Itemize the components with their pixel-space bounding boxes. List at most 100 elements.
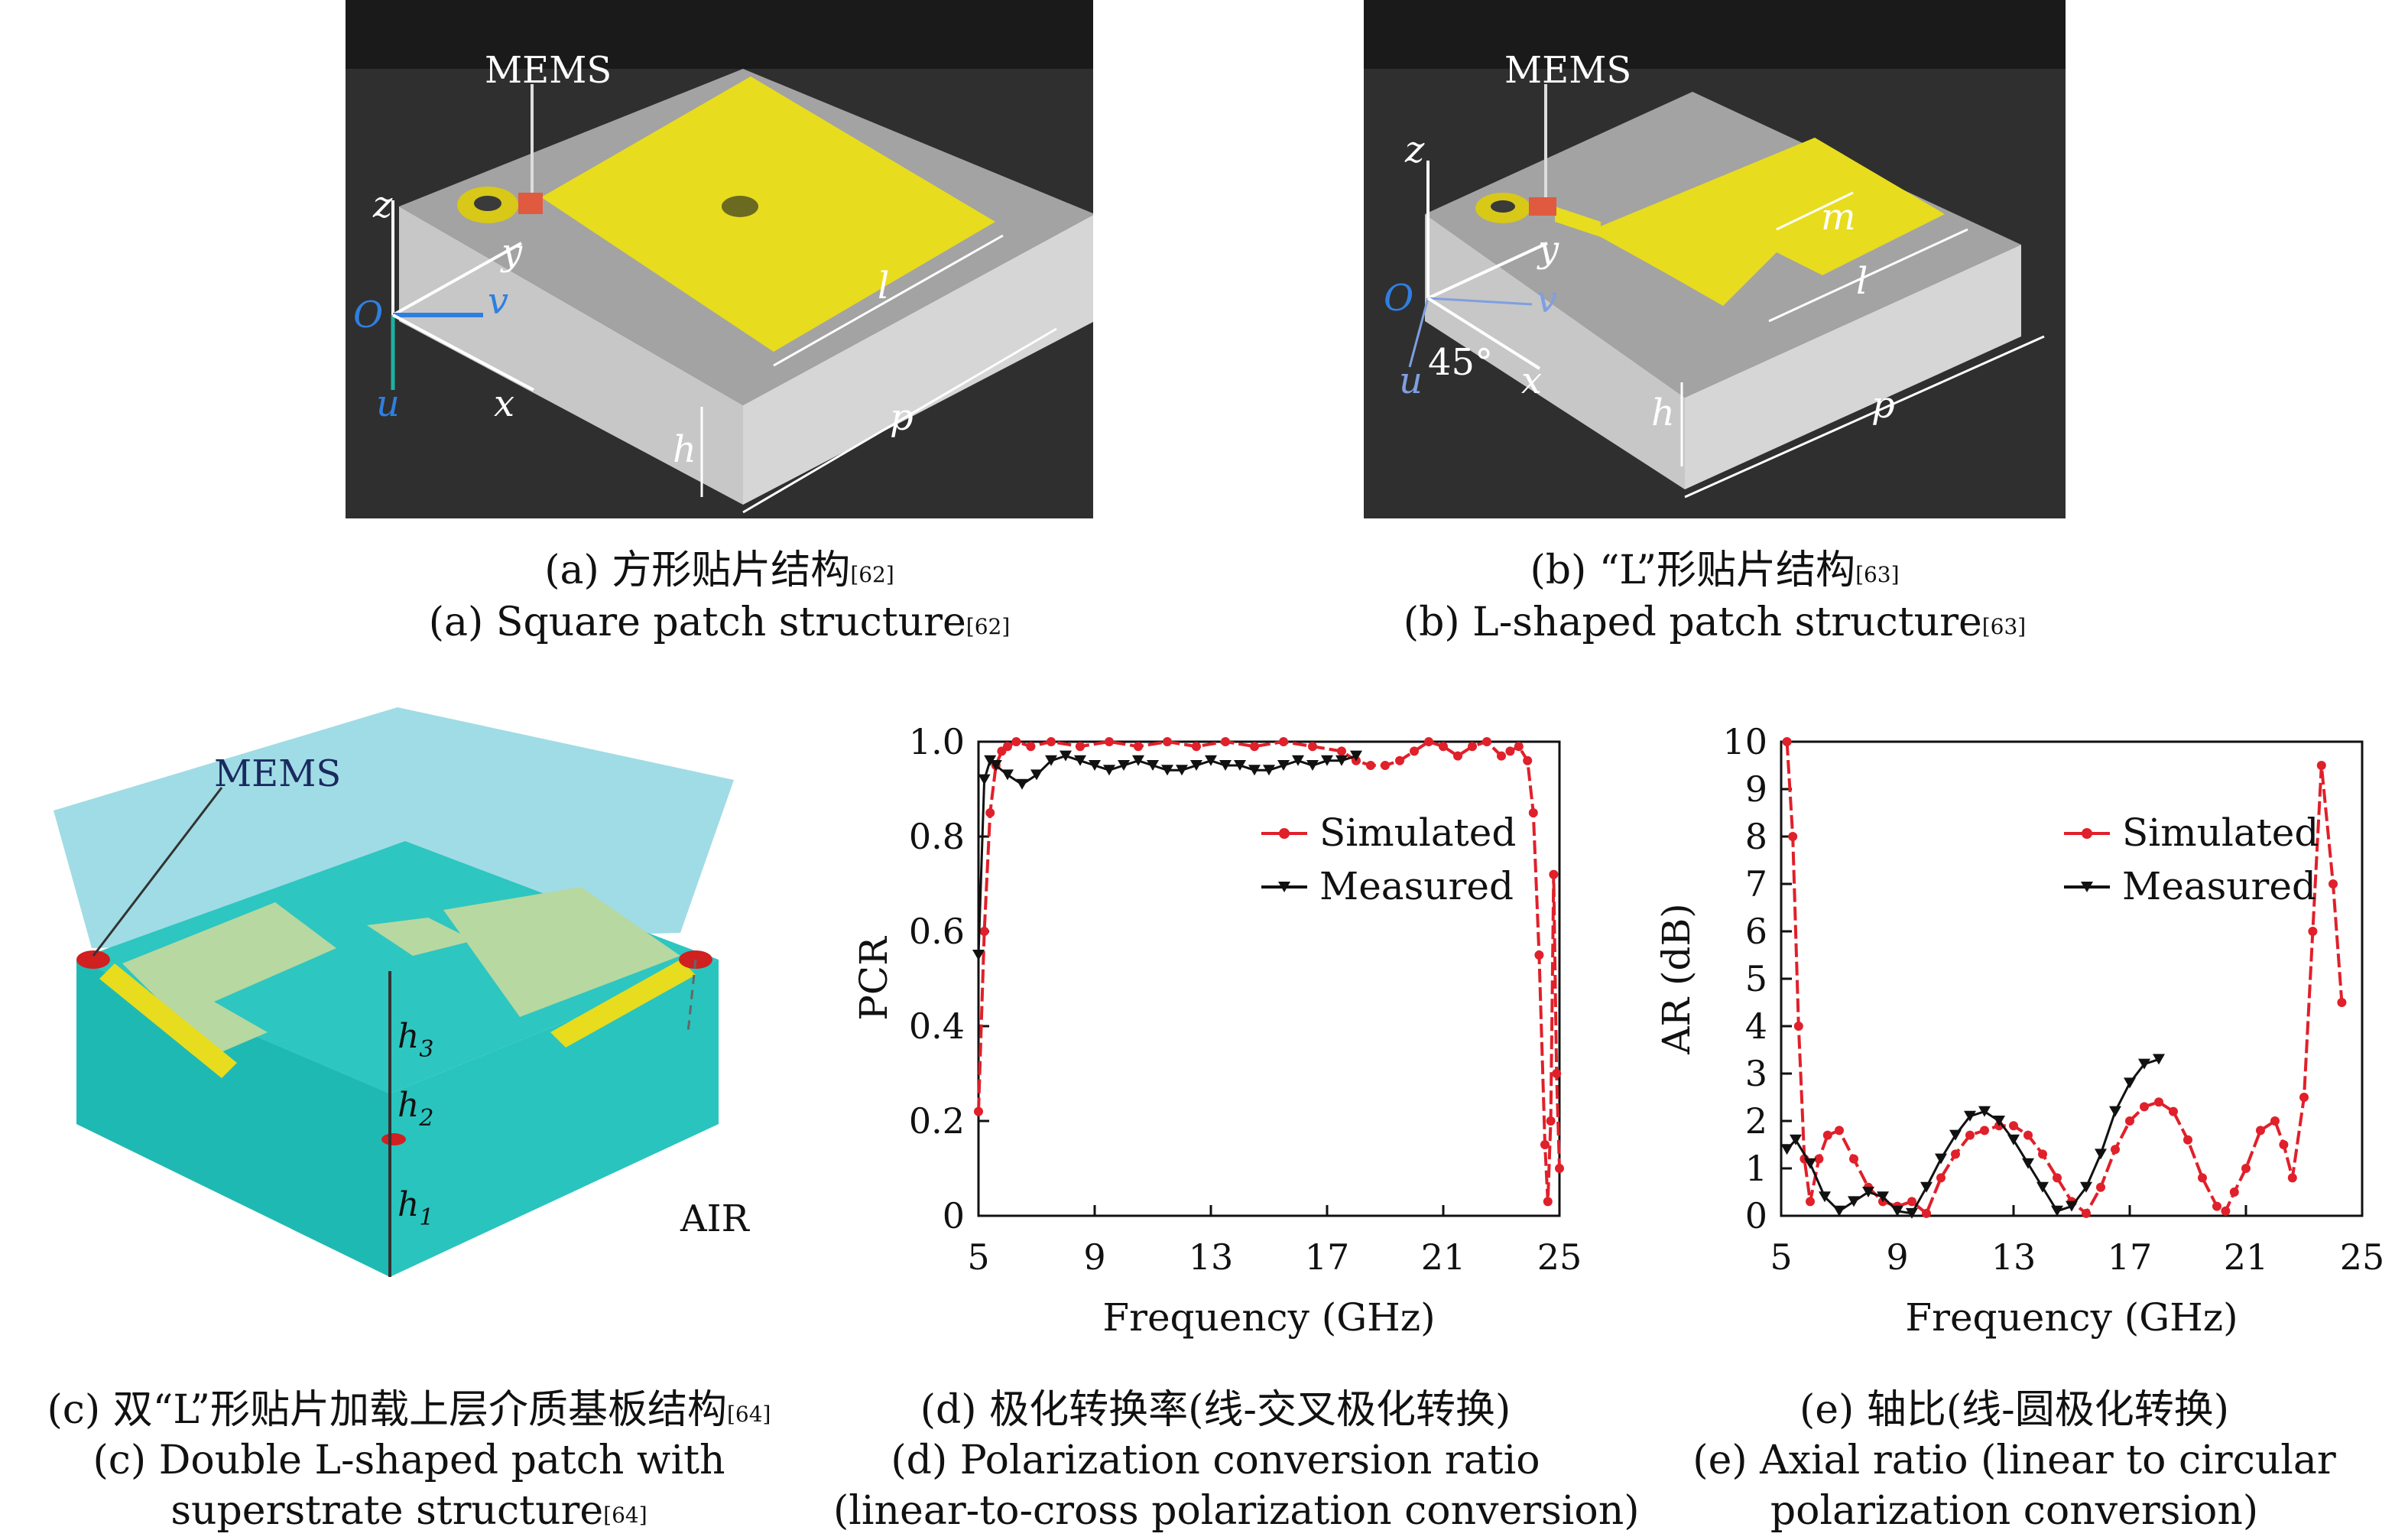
simulated-point <box>1395 755 1404 765</box>
measured-point <box>1132 755 1144 766</box>
simulated-point <box>2229 1187 2239 1197</box>
substrate-left-side <box>399 206 743 505</box>
simulated-point <box>1523 755 1533 765</box>
measured-point <box>1935 1153 1947 1165</box>
simulated-point <box>1849 1154 1858 1164</box>
x-tick-label: 13 <box>1991 1236 2036 1278</box>
y-tick-label: 0.2 <box>909 1100 965 1142</box>
measured-point <box>1848 1196 1860 1207</box>
simulated-point <box>1782 737 1792 746</box>
origin-label: O <box>1384 277 1413 320</box>
axis-y-label: y <box>500 231 523 274</box>
simulated-point <box>2308 927 2318 936</box>
measured-point <box>1030 769 1043 781</box>
y-tick-label: 10 <box>1722 721 1767 762</box>
measured-point <box>1877 1191 1889 1203</box>
simulated-point <box>1026 742 1036 752</box>
origin-label: O <box>353 294 383 336</box>
series-line-measured <box>977 755 1357 956</box>
series-line-simulated <box>1785 741 2344 1217</box>
simulated-point <box>1453 751 1462 761</box>
measured-point <box>1190 760 1202 771</box>
simulated-point <box>1250 742 1259 752</box>
x-tick-label: 17 <box>2108 1236 2153 1278</box>
axis-u-label: u <box>376 382 400 425</box>
measured-point <box>972 950 985 960</box>
axial-ratio-chart: 5 9 13 17 21 25 0 1 2 3 4 5 6 7 8 9 10 Frequency (GHz) AR … <box>1654 721 2385 1340</box>
simulated-point <box>2270 1116 2280 1126</box>
measured-point <box>1176 765 1188 776</box>
measured-point <box>2022 1158 2034 1169</box>
caption-b-en: (b) L-shaped patch structure[63] <box>1403 599 2027 645</box>
y-tick-label: 1 <box>1745 1148 1767 1189</box>
x-tick-label: 25 <box>2340 1236 2385 1278</box>
measured-point <box>989 760 1002 771</box>
simulated-point <box>1279 737 1288 746</box>
legend-label-measured: Measured <box>2122 864 2316 908</box>
l-patch-right <box>443 887 680 1017</box>
simulated-point <box>1221 737 1230 746</box>
measured-point <box>1819 1191 1831 1203</box>
measured-point <box>1205 755 1217 766</box>
y-tick-label: 5 <box>1745 958 1767 999</box>
legend-label-simulated: Simulated <box>1319 811 1516 855</box>
caption-c-en-2: superstrate structure[64] <box>170 1488 647 1534</box>
measured-point <box>984 755 997 766</box>
simulated-point <box>1552 1069 1562 1078</box>
measured-point <box>1993 1116 2005 1126</box>
dim-p-label: p <box>890 396 914 439</box>
caption-d-en-1: (d) Polarization conversion ratio <box>891 1438 1540 1483</box>
x-tick-label: 5 <box>1770 1236 1792 1278</box>
legend-marker <box>2081 882 2093 892</box>
simulated-point <box>1505 746 1515 756</box>
y-tick-label: 7 <box>1745 863 1767 905</box>
measured-point <box>1074 755 1086 766</box>
simulated-point <box>2009 1121 2018 1131</box>
simulated-point <box>1163 737 1172 746</box>
simulated-point <box>2096 1182 2105 1192</box>
panel-a-image: MEMS z y v u x O l p h <box>346 0 1093 518</box>
mems-left <box>76 950 110 969</box>
measured-point <box>1790 1134 1802 1145</box>
x-tick-label: 25 <box>1537 1236 1582 1278</box>
measured-point <box>1234 760 1246 771</box>
measured-point <box>1780 1144 1793 1155</box>
mems-label: MEMS <box>485 49 612 92</box>
x-axis-label: Frequency (GHz) <box>1905 1295 2238 1340</box>
simulated-point <box>1788 832 1798 841</box>
h3-label: h3 <box>398 1017 433 1063</box>
caption-b-cn: (b) “L”形贴片结构[63] <box>1530 547 1900 593</box>
measured-point <box>2095 1149 2107 1160</box>
dim-l-label: l <box>1856 260 1868 303</box>
simulated-point <box>1936 1173 1946 1183</box>
angle-label: 45° <box>1428 341 1493 384</box>
caption-c-cn: (c) 双“L”形贴片加载上层介质基板结构[64] <box>47 1387 771 1433</box>
simulated-point <box>2256 1126 2265 1136</box>
measured-point <box>1920 1181 1933 1193</box>
simulated-point <box>1308 742 1317 752</box>
plot-frame <box>977 740 1561 1217</box>
measured-point <box>1060 750 1072 762</box>
y-tick-label: 0.4 <box>909 1006 965 1047</box>
simulated-point <box>1439 742 1448 752</box>
measured-point <box>1335 755 1348 766</box>
simulated-point <box>1922 1208 1931 1218</box>
mems-switch <box>1529 197 1556 216</box>
mems-label: MEMS <box>1504 49 1631 92</box>
simulated-point <box>1793 1022 1803 1031</box>
simulated-point <box>2111 1145 2120 1155</box>
simulated-point <box>1076 742 1085 752</box>
x-tick-label: 9 <box>1083 1236 1105 1278</box>
simulated-point <box>1410 746 1419 756</box>
simulated-point <box>1543 1197 1553 1207</box>
legend-marker <box>1278 882 1290 892</box>
panel-b-image: MEMS z y v u x O 45° m l p h <box>1364 0 2066 518</box>
square-patch <box>541 76 995 352</box>
legend-marker <box>1279 828 1290 839</box>
measured-point <box>1891 1205 1903 1217</box>
measured-point <box>1118 760 1130 771</box>
measured-point <box>1016 778 1028 790</box>
caption-a-en: (a) Square patch structure[62] <box>428 599 1011 645</box>
simulated-point <box>1337 746 1346 756</box>
dim-h-label: h <box>673 428 696 471</box>
